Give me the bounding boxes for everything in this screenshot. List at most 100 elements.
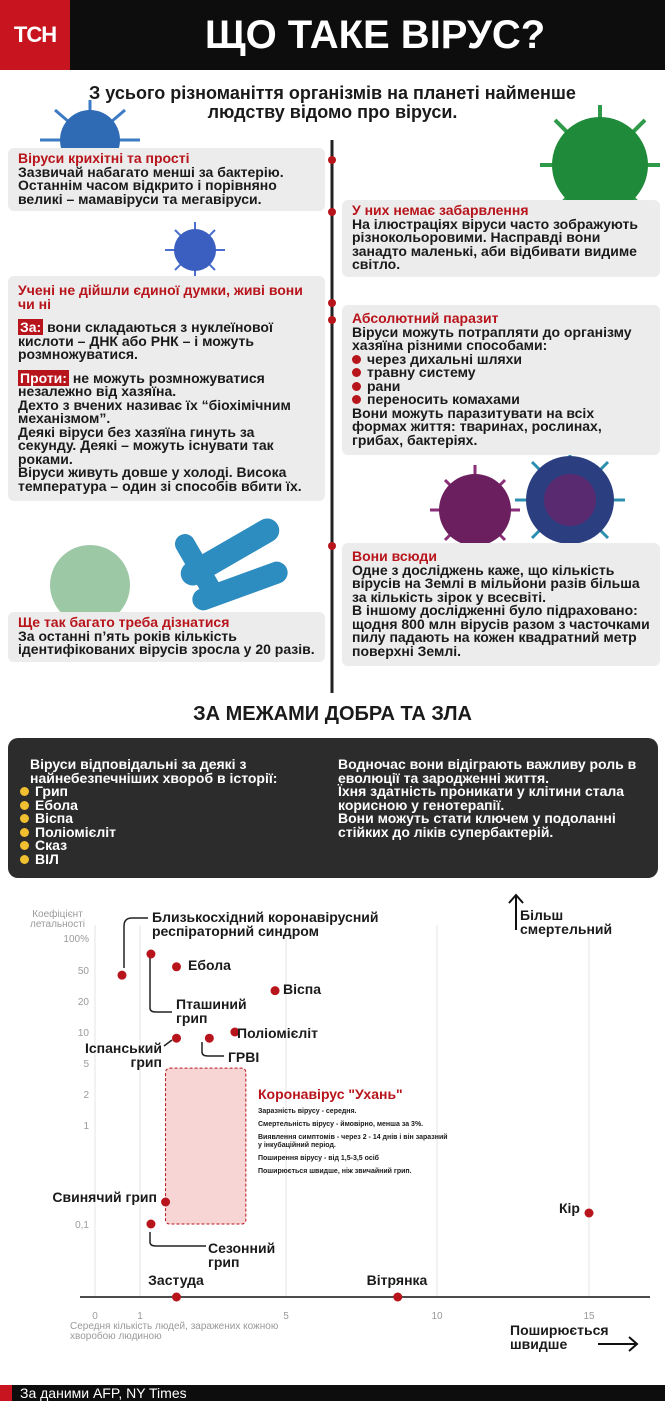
point bbox=[230, 1027, 240, 1037]
y-tick-label: 2 bbox=[83, 1090, 89, 1101]
paragraph: Вони можуть стати ключем у подоланні сті… bbox=[338, 810, 616, 840]
paragraph: Їхня здатність проникати у клітини стала… bbox=[338, 783, 625, 813]
corona-title: Коронавірус "Ухань" bbox=[258, 1086, 403, 1102]
point bbox=[161, 1197, 171, 1207]
y-tick-label: 10 bbox=[78, 1028, 90, 1039]
paragraph: Водночас вони відіграють важливу роль в … bbox=[338, 756, 637, 786]
leader bbox=[149, 957, 172, 1013]
footer-mark bbox=[0, 1385, 12, 1401]
card-title: Ще так багато треба дізнатися bbox=[18, 614, 230, 630]
card: Віруси крихітні та прості Зазвичай набаг… bbox=[8, 148, 325, 211]
y-tick-label: 1 bbox=[83, 1121, 89, 1132]
leader bbox=[149, 1232, 206, 1247]
point bbox=[172, 1292, 181, 1302]
card: Вони всюди Одне з досліджень каже, що кі… bbox=[342, 543, 660, 666]
timeline-dot bbox=[328, 156, 336, 164]
leader bbox=[163, 1039, 173, 1047]
x-tick-label: 0 bbox=[92, 1311, 98, 1322]
disease: Поліомієліт bbox=[20, 825, 310, 840]
corona-note: Виявлення симптомів - через 2 - 14 днів … bbox=[258, 1134, 448, 1149]
bullet: переносить комахами bbox=[352, 391, 650, 407]
x-tick-label: 10 bbox=[431, 1311, 443, 1322]
bullet-text: переносить комахами bbox=[367, 391, 520, 407]
timeline-dot bbox=[328, 299, 336, 307]
y-arrow-label: Більш смертельний bbox=[520, 907, 613, 937]
card-body: Зазвичай набагато менші за бактерію. Ост… bbox=[18, 163, 284, 207]
bacteria bbox=[175, 518, 288, 611]
header-bar bbox=[0, 0, 665, 70]
bullet: травну систему bbox=[352, 364, 650, 380]
disease: Грип bbox=[20, 784, 310, 799]
card-body: Віруси можуть потрапляти до організму ха… bbox=[352, 323, 632, 353]
x-tick-label: 5 bbox=[283, 1311, 289, 1322]
point-label: Кір bbox=[559, 1200, 580, 1216]
virus-small-blue bbox=[165, 222, 225, 278]
x-tick-label: 1 bbox=[137, 1311, 143, 1322]
card: Учені не дійшли єдиної думки, живі вони … bbox=[8, 276, 325, 501]
y-arrow bbox=[508, 893, 524, 930]
point-label: Сезонний грип bbox=[208, 1240, 276, 1270]
card: Абсолютний паразит Віруси можуть потрапл… bbox=[342, 305, 660, 455]
y-axis-label: Коефіцієнт летальності bbox=[29, 909, 86, 930]
disease: ВІЛ bbox=[20, 850, 310, 867]
bullet: через дихальні шляхи bbox=[352, 352, 650, 367]
pro-text: вони складаються з нуклеїнової кислоти –… bbox=[18, 319, 273, 362]
dark-intro: Віруси відповідальні за деякі з найнебез… bbox=[30, 756, 278, 786]
virus-purple bbox=[430, 465, 520, 555]
card-body: Вони можуть паразитувати на всіх формах … bbox=[352, 404, 602, 448]
y-tick-label: 20 bbox=[78, 997, 90, 1008]
point-label: Близькосхідний коронавірусний респіратор… bbox=[152, 909, 379, 939]
section-title: ЗА МЕЖАМИ ДОБРА ТА ЗЛА bbox=[193, 703, 472, 725]
dark-right: Водночас вони відіграють важливу роль в … bbox=[338, 756, 643, 840]
paragraph: В іншому дослідженні було підраховано: щ… bbox=[352, 602, 650, 659]
card-title: Віруси крихітні та прості bbox=[18, 150, 190, 166]
card-title: Абсолютний паразит bbox=[352, 310, 499, 326]
corona-note: Заразність вірусу - середня. bbox=[258, 1108, 357, 1115]
point-label: Іспанський грип bbox=[85, 1040, 162, 1070]
point-label: Свинячий грип bbox=[52, 1189, 157, 1205]
point-label: Застуда bbox=[148, 1272, 204, 1288]
bullet: рани bbox=[352, 379, 650, 394]
disease-text: Сказ bbox=[35, 837, 68, 853]
corona-range bbox=[165, 1067, 247, 1225]
point bbox=[393, 1292, 403, 1302]
leader bbox=[123, 917, 148, 968]
point-label: Пташиний грип bbox=[176, 996, 247, 1026]
virus-blurred bbox=[50, 545, 130, 625]
con-text: не можуть розмножуватися незалежно від х… bbox=[18, 369, 265, 399]
point-label: Поліомієліт bbox=[237, 1025, 319, 1041]
point bbox=[146, 949, 156, 959]
point bbox=[270, 986, 280, 996]
point-label: Ебола bbox=[188, 957, 231, 973]
paragraph: Віруси живуть довше у холоді. Висока тем… bbox=[18, 464, 302, 494]
x-arrow bbox=[598, 1336, 639, 1352]
intro: З усього різноманіття організмів на план… bbox=[89, 83, 576, 122]
paragraph: Деякі віруси без хазяїна гинуть за секун… bbox=[18, 423, 274, 467]
con: Проти: не можуть розмножуватися незалежн… bbox=[18, 369, 315, 399]
disease-text: ВІЛ bbox=[35, 850, 59, 867]
disease-text: Віспа bbox=[35, 810, 74, 826]
y-tick-label: 50 bbox=[78, 966, 90, 977]
corona-note: Смертельність вірусу - ймовірно, менша з… bbox=[258, 1121, 424, 1128]
corona-note: Поширюється швидше, ніж звичайний грип. bbox=[258, 1168, 412, 1175]
bullet-text: травну систему bbox=[367, 364, 476, 380]
card-body: На ілюстраціях віруси часто зображують р… bbox=[352, 215, 638, 272]
y-tick-label: 100% bbox=[63, 934, 89, 945]
paragraph: Дехто з вчених називає їх “біохімічним м… bbox=[18, 396, 291, 426]
corona-note: Поширення вірусу - від 1,5-3,5 осіб bbox=[258, 1155, 379, 1162]
x-tick-label: 15 bbox=[583, 1311, 595, 1322]
point bbox=[146, 1219, 156, 1229]
pro-label: За: bbox=[18, 319, 44, 335]
card-title: Учені не дійшли єдиної думки, живі вони … bbox=[18, 282, 303, 312]
logo: ТСН bbox=[0, 0, 70, 70]
card-title: Вони всюди bbox=[352, 548, 437, 564]
disease: Ебола bbox=[20, 798, 310, 813]
virus-blue-purple bbox=[515, 448, 625, 555]
point bbox=[172, 1033, 181, 1043]
dark-left: Віруси відповідальні за деякі з найнебез… bbox=[20, 756, 310, 867]
pro: За: вони складаються з нуклеїнової кисло… bbox=[18, 319, 315, 362]
page-title: ЩО ТАКЕ ВІРУС? bbox=[204, 12, 546, 57]
y-tick-label: 0,1 bbox=[75, 1220, 89, 1231]
